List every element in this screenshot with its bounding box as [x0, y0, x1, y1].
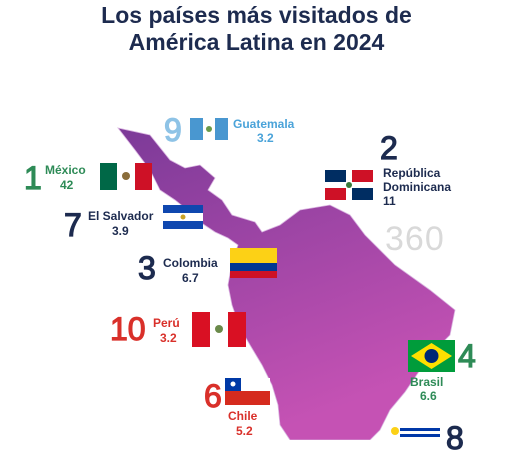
flag-brasil — [408, 340, 455, 372]
country-name: Perú — [153, 316, 180, 330]
rank: 6 — [203, 378, 222, 414]
flag-el-salvador — [163, 205, 203, 229]
title-line: Los países más visitados de — [101, 2, 412, 28]
flag-guatemala — [190, 118, 228, 140]
flag-chile — [225, 378, 270, 405]
country-value: 3.2 — [257, 131, 274, 145]
rank: 10 — [109, 311, 146, 347]
flag-colombia — [230, 248, 277, 278]
country-value: 6.6 — [420, 389, 437, 403]
country-value: 11 — [383, 194, 396, 208]
country-value: 6.7 — [182, 271, 199, 285]
rank: 3 — [137, 250, 156, 286]
map — [100, 118, 456, 440]
country-name: Guatemala — [233, 117, 295, 131]
country-name: México — [45, 163, 86, 177]
country-name: Colombia — [163, 256, 218, 270]
rank: 9 — [163, 112, 182, 148]
country-value: 5.2 — [236, 424, 253, 438]
flag-peru — [192, 312, 246, 347]
country-name: Chile — [228, 409, 258, 423]
rank: 4 — [457, 338, 476, 374]
country-value: 42 — [60, 178, 74, 192]
country-value: 3.9 — [112, 224, 129, 238]
page: Los países más visitados de América Lati… — [23, 2, 477, 455]
watermark: 360 — [385, 220, 445, 258]
flag-uruguay — [388, 425, 440, 440]
flag-dominicana — [325, 170, 373, 200]
rank: 2 — [379, 130, 398, 166]
country-name: República Dominicana — [383, 166, 452, 194]
country-value: 3.2 — [160, 331, 177, 345]
title-line: América Latina en 2024 — [128, 29, 385, 55]
country-name: El Salvador — [88, 209, 154, 223]
rank: 1 — [23, 160, 42, 196]
flag-mexico — [100, 163, 152, 190]
rank: 7 — [63, 207, 82, 243]
rank: 8 — [445, 420, 464, 456]
country-name: Brasil — [410, 375, 444, 389]
